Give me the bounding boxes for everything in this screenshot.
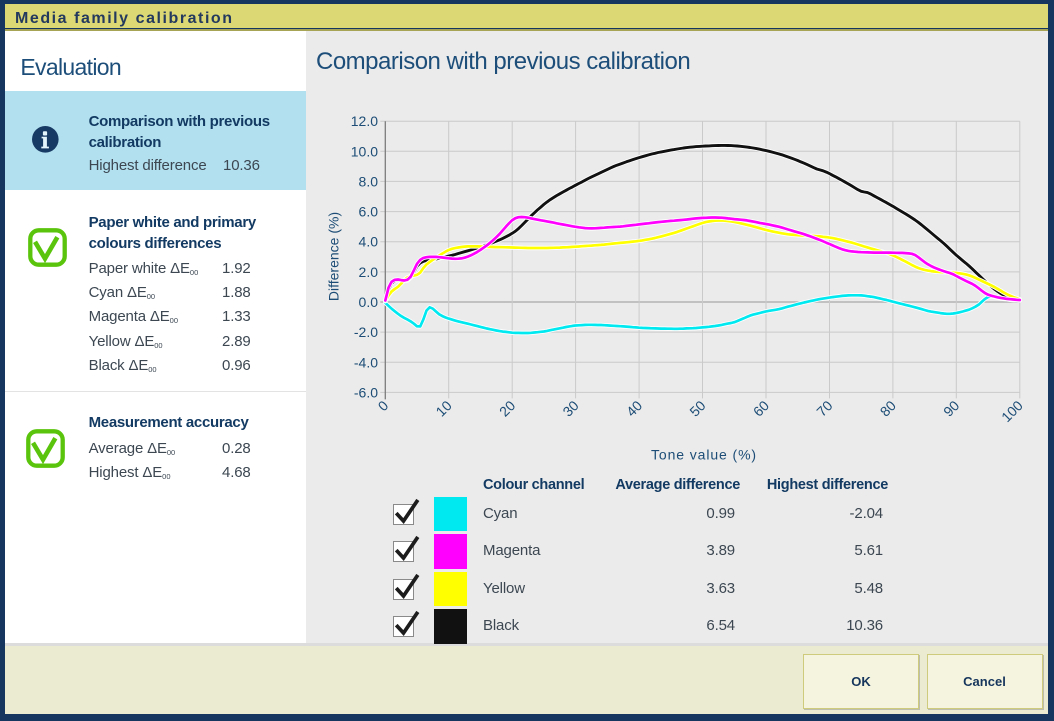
svg-text:40: 40 — [622, 397, 644, 419]
svg-text:90: 90 — [940, 397, 962, 419]
svg-text:30: 30 — [559, 397, 581, 419]
svg-text:60: 60 — [749, 397, 771, 419]
svg-text:0.0: 0.0 — [358, 294, 378, 310]
svg-text:Tone value (%): Tone value (%) — [651, 446, 757, 462]
svg-text:70: 70 — [813, 397, 835, 419]
svg-text:50: 50 — [686, 397, 708, 419]
svg-text:20: 20 — [495, 397, 517, 419]
svg-text:80: 80 — [876, 397, 898, 419]
svg-text:-6.0: -6.0 — [353, 384, 377, 400]
svg-text:100: 100 — [998, 397, 1026, 425]
svg-text:Difference (%): Difference (%) — [325, 211, 341, 300]
svg-text:10.0: 10.0 — [350, 143, 377, 159]
svg-text:-4.0: -4.0 — [353, 354, 377, 370]
svg-text:6.0: 6.0 — [358, 203, 378, 219]
svg-text:2.0: 2.0 — [358, 263, 378, 279]
svg-text:4.0: 4.0 — [358, 233, 378, 249]
svg-text:-2.0: -2.0 — [353, 324, 377, 340]
svg-text:12.0: 12.0 — [350, 113, 377, 129]
svg-text:8.0: 8.0 — [358, 173, 378, 189]
svg-text:0: 0 — [374, 397, 391, 414]
svg-text:10: 10 — [432, 397, 454, 419]
